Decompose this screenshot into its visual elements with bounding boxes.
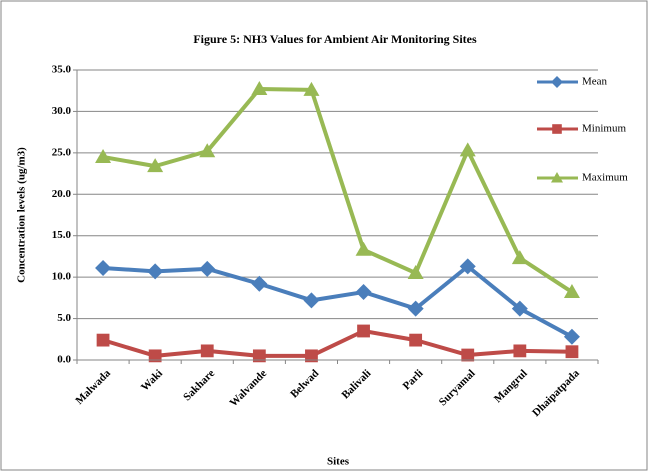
marker [461, 348, 475, 362]
y-tick-label: 0.0 [57, 354, 71, 366]
marker [551, 172, 563, 183]
marker [147, 158, 164, 173]
marker [552, 124, 562, 134]
y-tick-label: 35.0 [52, 64, 72, 76]
marker [459, 142, 476, 157]
series-line [102, 329, 572, 358]
marker [409, 333, 423, 347]
y-tick-label: 30.0 [52, 105, 72, 117]
marker [407, 265, 424, 279]
marker [565, 345, 579, 359]
marker [200, 344, 214, 358]
marker [96, 333, 110, 347]
marker [355, 241, 372, 256]
marker [563, 284, 580, 299]
marker [199, 143, 216, 158]
y-tick-label: 5.0 [57, 312, 71, 324]
y-axis-label: Concentration levels (ug/m3) [16, 147, 28, 283]
x-axis-label: Sites [327, 456, 350, 468]
marker [551, 76, 563, 88]
legend-label: Minimum [582, 123, 626, 135]
y-tick-label: 25.0 [52, 146, 72, 158]
legend-label: Maximum [582, 172, 628, 184]
marker [148, 349, 162, 363]
legend-label: Mean [582, 76, 608, 88]
series-line [102, 264, 573, 339]
y-tick-label: 20.0 [52, 188, 72, 200]
marker [303, 81, 320, 96]
marker [459, 258, 476, 275]
marker [95, 260, 112, 277]
chart-title: Figure 5: NH3 Values for Ambient Air Mon… [193, 32, 477, 46]
marker [147, 263, 164, 280]
marker [251, 81, 268, 96]
marker [355, 284, 372, 301]
marker [303, 292, 320, 309]
marker [513, 344, 527, 358]
marker [511, 300, 528, 317]
y-tick-label: 15.0 [52, 229, 72, 241]
series-line [102, 87, 574, 294]
marker [95, 149, 112, 163]
marker [305, 349, 318, 363]
marker [407, 300, 424, 317]
marker [357, 324, 370, 338]
marker [251, 275, 268, 292]
y-tick-label: 10.0 [52, 271, 72, 283]
marker [199, 260, 216, 277]
marker [563, 328, 580, 345]
marker [252, 349, 266, 363]
marker [511, 250, 528, 265]
